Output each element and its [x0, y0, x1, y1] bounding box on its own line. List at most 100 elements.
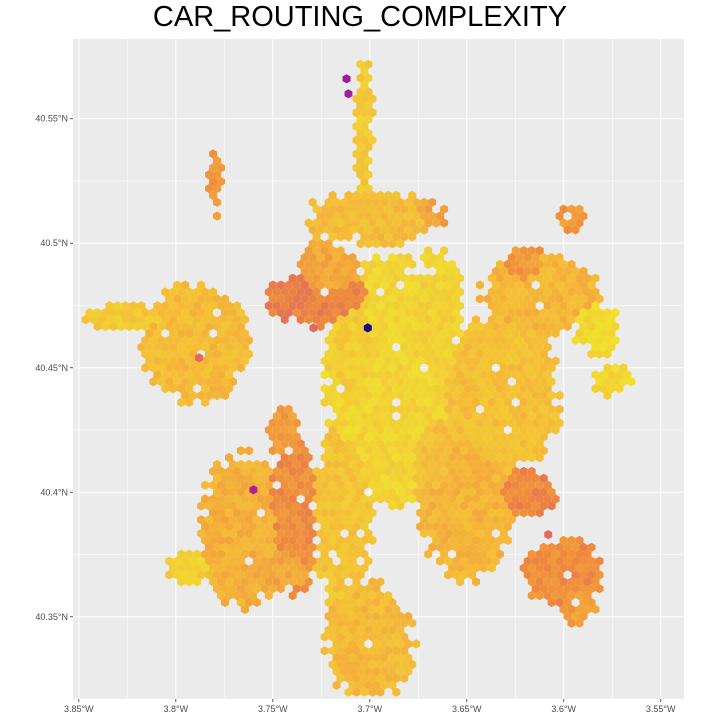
hex-cell [356, 114, 365, 125]
hex-cell [288, 287, 297, 297]
hex-cell [579, 542, 588, 552]
hex-cell [185, 370, 194, 380]
hex-cell [412, 280, 421, 290]
hex-cell [320, 646, 329, 656]
hex-cell [288, 439, 297, 449]
hex-cell [539, 321, 548, 332]
hex-cell [308, 528, 317, 539]
hex-cell [567, 273, 576, 283]
hex-cell [344, 204, 353, 214]
hex-cell [336, 660, 345, 670]
hex-cell [256, 549, 265, 559]
hex-cell [515, 363, 524, 373]
hex-cell [503, 522, 512, 532]
hex-cell [428, 432, 437, 442]
hex-cell [531, 487, 540, 497]
hex-cell [105, 315, 114, 325]
hex-cell [388, 321, 397, 332]
hex-cell [468, 515, 476, 525]
hex-cell [412, 211, 421, 221]
hex-cell [519, 411, 528, 421]
hex-cell [511, 480, 520, 490]
hex-cell [268, 570, 277, 580]
hex-cell [209, 287, 217, 297]
hex-cell [515, 473, 524, 483]
hex-cell [332, 625, 341, 635]
hex-cell [161, 301, 170, 311]
hex-cell [507, 280, 516, 290]
hex-cell [396, 239, 405, 249]
hex-cell [356, 680, 365, 690]
hex-cell [320, 480, 329, 490]
hex-cell [101, 308, 110, 318]
hex-cell [304, 480, 313, 490]
hex-cell [599, 342, 608, 352]
hex-cell [332, 349, 341, 359]
hex-cell [356, 308, 365, 318]
hex-cell [276, 501, 285, 511]
hex-cell [444, 349, 453, 359]
hex-cell [209, 480, 217, 490]
hex-cell [292, 473, 301, 483]
hex-cell [420, 197, 429, 207]
hex-cell [595, 570, 604, 580]
hex-cell [376, 632, 385, 642]
hex-cell [468, 432, 476, 442]
hex-cell [519, 480, 528, 490]
hex-cell [344, 480, 353, 490]
hex-cell [360, 439, 369, 449]
hex-cell [340, 321, 349, 332]
hex-cell [229, 473, 237, 483]
hex-cell [567, 301, 576, 311]
hex-cell [476, 321, 484, 332]
hex-cell [209, 494, 217, 504]
hex-cell [125, 308, 134, 318]
hex-cell [344, 646, 353, 656]
hex-cell [424, 287, 433, 297]
hex-cell [344, 466, 353, 476]
hex-cell [304, 549, 313, 559]
hex-cell [221, 487, 229, 497]
hex-cell [165, 570, 174, 580]
hex-cell [448, 342, 457, 352]
hex-cell [268, 308, 277, 318]
hex-cell [360, 480, 369, 490]
hex-cell [440, 287, 449, 297]
hex-cell [575, 204, 584, 214]
hex-cell [412, 335, 421, 345]
hex-cell [352, 315, 361, 325]
hex-cell [276, 459, 285, 470]
hex-cell [372, 266, 381, 276]
hex-cell [260, 528, 269, 539]
hex-cell [340, 390, 349, 401]
hex-cell [368, 591, 377, 601]
hex-cell [213, 390, 221, 401]
hex-cell [567, 218, 576, 228]
hex-cell [145, 328, 154, 338]
hex-cell [392, 494, 401, 504]
hex-cell [432, 397, 441, 407]
hex-cell [348, 252, 357, 263]
hex-cell [225, 466, 233, 476]
hex-cell [340, 542, 349, 552]
hex-cell [396, 211, 405, 221]
hex-cell [384, 453, 393, 463]
hex-cell [539, 404, 548, 414]
hex-cell [384, 287, 393, 297]
hex-cell [348, 542, 357, 552]
hex-cell [491, 542, 500, 552]
hex-cell [392, 425, 401, 435]
hex-cell [527, 315, 536, 325]
hex-cell [404, 225, 413, 235]
hex-cell [511, 301, 520, 311]
hex-cell [579, 570, 588, 580]
hex-cell [388, 211, 397, 221]
hex-cell [181, 349, 190, 359]
hex-cell [511, 425, 520, 435]
hex-cell [352, 646, 361, 656]
hex-cell [611, 321, 620, 332]
hex-cell [185, 577, 194, 587]
hex-cell [448, 508, 457, 518]
hex-cell [360, 94, 369, 104]
hex-cell [428, 377, 437, 387]
